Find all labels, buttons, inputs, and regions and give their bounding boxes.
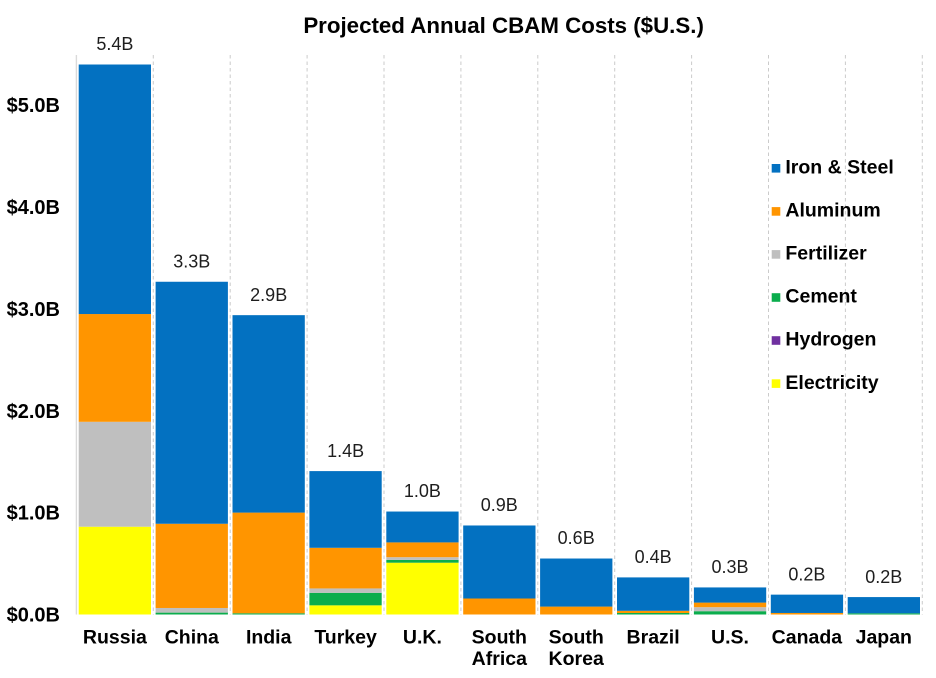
svg-text:2.9B: 2.9B [250,285,287,305]
svg-text:Japan: Japan [856,627,912,649]
svg-text:Aluminum: Aluminum [785,200,880,222]
svg-text:Russia: Russia [83,627,147,649]
svg-text:South: South [549,627,604,649]
svg-text:Electricity: Electricity [785,372,878,394]
svg-text:Projected Annual CBAM Costs ($: Projected Annual CBAM Costs ($U.S.) [303,13,704,38]
svg-text:$0.0B: $0.0B [7,605,60,627]
svg-text:0.4B: 0.4B [635,547,672,567]
svg-text:Korea: Korea [549,648,604,670]
svg-text:U.K.: U.K. [403,627,442,649]
svg-text:$5.0B: $5.0B [7,95,60,117]
svg-text:Iron & Steel: Iron & Steel [785,157,893,179]
svg-text:$2.0B: $2.0B [7,401,60,423]
svg-text:Africa: Africa [472,648,527,670]
svg-text:Brazil: Brazil [627,627,680,649]
svg-text:Cement: Cement [785,286,857,308]
svg-text:U.S.: U.S. [711,627,749,649]
svg-text:0.3B: 0.3B [711,557,748,577]
svg-text:Fertilizer: Fertilizer [785,243,867,265]
svg-text:India: India [246,627,292,649]
svg-text:5.4B: 5.4B [96,34,133,54]
svg-text:China: China [165,627,219,649]
svg-text:1.4B: 1.4B [327,441,364,461]
svg-text:3.3B: 3.3B [173,252,210,272]
svg-text:Canada: Canada [772,627,843,649]
svg-text:Hydrogen: Hydrogen [785,329,876,351]
svg-text:0.2B: 0.2B [788,564,825,584]
svg-text:$1.0B: $1.0B [7,503,60,525]
svg-text:$3.0B: $3.0B [7,299,60,321]
svg-text:0.9B: 0.9B [481,495,518,515]
svg-text:1.0B: 1.0B [404,481,441,501]
svg-text:0.2B: 0.2B [865,567,902,587]
svg-text:South: South [472,627,527,649]
svg-text:$4.0B: $4.0B [7,197,60,219]
svg-text:Turkey: Turkey [314,627,377,649]
svg-text:0.6B: 0.6B [558,528,595,548]
